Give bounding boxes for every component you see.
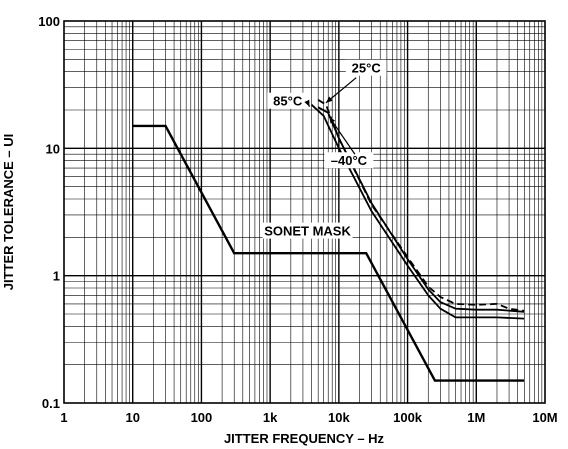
y-tick-label: 10 [46,141,60,156]
series-group [132,99,525,382]
annotation-85c-arrowhead [304,99,310,107]
series-line-85-c [310,104,525,320]
annotation-25c-leader-line [325,77,357,104]
annotation-85c: 85°C [273,94,303,109]
series-line-sonet-mask [132,124,525,382]
y-tick-labels: 0.1 1 10 100 [38,14,60,411]
annotation-25c-arrowhead [326,96,333,103]
grid [64,21,545,403]
series-line-40-c [317,106,525,313]
x-axis-title: JITTER FREQUENCY – Hz [224,431,385,446]
x-tick-label: 1k [263,410,278,425]
y-tick-label: 100 [38,14,60,29]
annotation-background [345,59,387,76]
y-tick-label: 0.1 [42,396,60,411]
annotation-background [262,222,353,239]
x-tick-label: 1 [60,410,67,425]
annotation-background [324,152,374,169]
annotation-background [267,92,309,109]
x-tick-label: 10M [532,410,557,425]
x-tick-label: 10 [125,410,139,425]
x-tick-label: 10k [328,410,350,425]
y-tick-label: 1 [53,269,60,284]
plot-frame [63,20,546,404]
annotation-minus-40c-leader-line [328,116,356,155]
annotation-sonet-mask: SONET MASK [264,224,351,239]
annotation-25c: 25°C [352,61,382,76]
x-tick-label: 100k [393,410,423,425]
x-tick-labels: 1 10 100 1k 10k 100k 1M 10M [60,410,557,425]
x-tick-label: 100 [191,410,213,425]
y-axis-title: JITTER TOLERANCE – UI [1,134,16,291]
x-tick-label: 1M [467,410,485,425]
annotation-minus-40c-arrowhead [329,116,336,124]
annotation-minus-40c: –40°C [331,153,368,168]
annotations-group: 25°C 85°C –40°C SONET MASK [262,59,387,239]
